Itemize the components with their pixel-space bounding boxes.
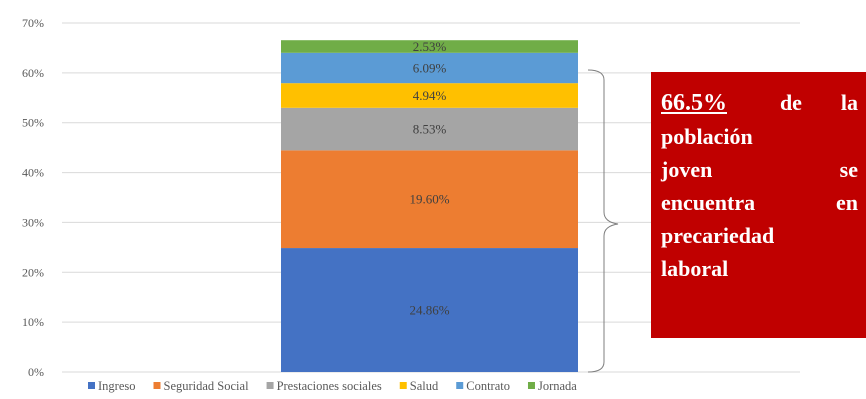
data-label: 4.94%	[413, 88, 447, 103]
data-label: 6.09%	[413, 60, 447, 75]
callout-box: 66.5% de la población joven se encuentra…	[651, 72, 866, 338]
callout-line-2: población	[661, 120, 858, 153]
callout-line-4: encuentra en	[661, 186, 858, 219]
legend-label: Prestaciones sociales	[277, 379, 382, 393]
bar-segment	[281, 248, 578, 372]
legend: Ingreso Seguridad Social Prestaciones soci…	[88, 379, 577, 393]
bar-segment	[281, 107, 578, 151]
callout-word: precariedad	[661, 223, 775, 248]
data-label: 2.53%	[413, 39, 447, 54]
y-tick-label: 40%	[22, 166, 44, 180]
y-tick-label: 60%	[22, 66, 44, 80]
legend-label: Seguridad Social	[164, 379, 250, 393]
callout-percent: 66.5%	[661, 90, 727, 116]
legend-swatch	[88, 382, 95, 389]
callout-line-3: joven se	[661, 153, 858, 186]
callout-word: en	[836, 190, 858, 215]
bar-segment	[281, 52, 578, 84]
callout-line-1: 66.5% de la	[661, 86, 858, 120]
bar-segments	[281, 40, 578, 372]
callout-word: encuentra	[661, 190, 756, 215]
callout-word: joven	[661, 157, 713, 182]
callout-word: se	[839, 157, 858, 182]
y-tick-label: 70%	[22, 16, 44, 30]
legend-swatch	[266, 382, 274, 389]
legend-label: Ingreso	[98, 379, 136, 393]
callout-word: la	[840, 90, 858, 115]
callout-word: laboral	[661, 256, 729, 281]
legend-label: Jornada	[538, 379, 577, 393]
legend-swatch	[399, 382, 407, 389]
y-tick-label: 10%	[22, 315, 44, 329]
callout-line-6: laboral	[661, 252, 858, 285]
y-axis-ticks: 0% 10% 20% 30% 40% 50% 60% 70%	[22, 16, 44, 379]
bar-segment	[281, 83, 578, 108]
legend-label: Salud	[410, 379, 439, 393]
callout-line-5: precariedad	[661, 219, 858, 252]
bar-segment	[281, 150, 578, 249]
y-tick-label: 0%	[28, 365, 44, 379]
y-tick-label: 20%	[22, 265, 44, 279]
callout-word: población	[661, 124, 753, 149]
data-labels: 24.86% 19.60% 8.53% 4.94% 6.09% 2.53%	[409, 39, 449, 318]
callout-word: de	[779, 90, 802, 115]
legend-swatch	[456, 382, 464, 389]
data-label: 19.60%	[409, 192, 449, 207]
data-label: 8.53%	[413, 122, 447, 137]
bar-segment	[281, 40, 578, 53]
data-label: 24.86%	[409, 303, 449, 318]
brace	[587, 69, 619, 373]
y-tick-label: 50%	[22, 116, 44, 130]
legend-label: Contrato	[466, 379, 510, 393]
legend-swatch	[527, 382, 535, 389]
y-tick-label: 30%	[22, 215, 44, 229]
legend-swatch	[153, 382, 161, 389]
